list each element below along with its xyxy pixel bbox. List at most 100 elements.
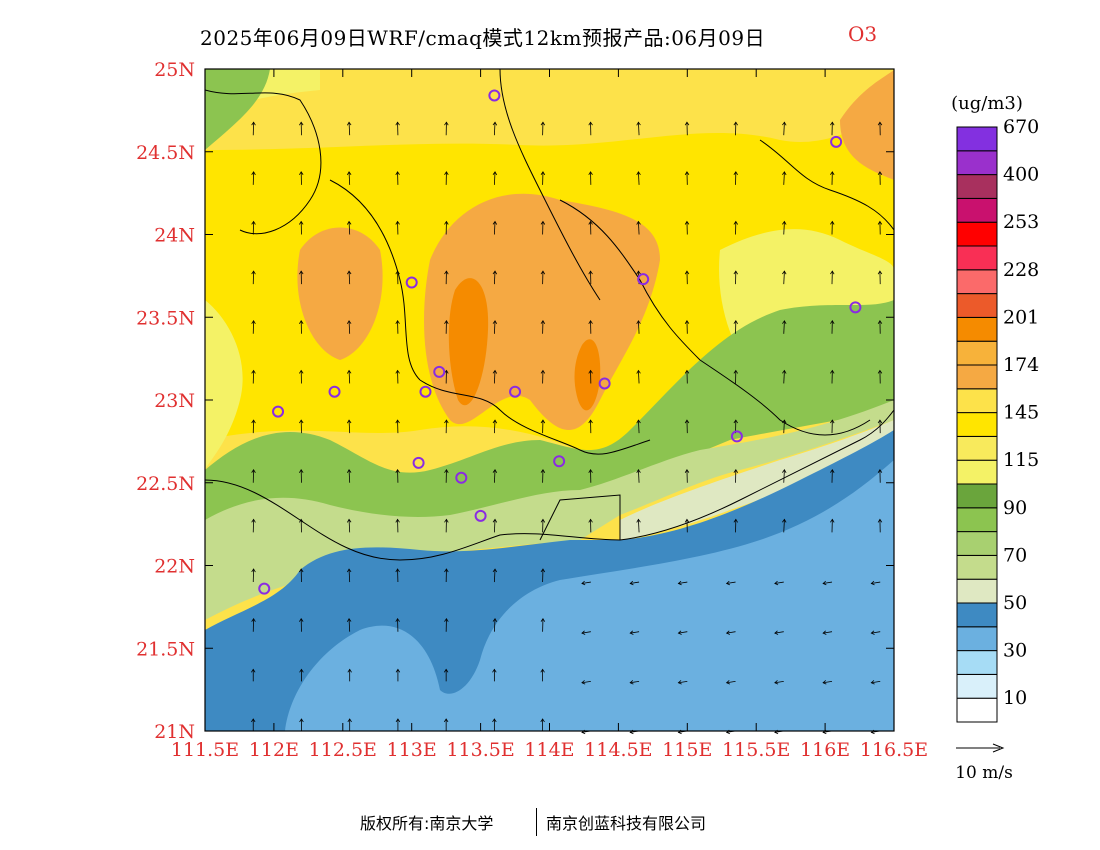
wind-arrow-head <box>251 320 256 325</box>
wind-arrow-head <box>877 121 883 126</box>
colorbar-label: 670 <box>1003 116 1039 138</box>
station-marker <box>637 273 650 286</box>
wind-arrow-head <box>443 668 449 673</box>
wind-arrow-head <box>347 718 352 723</box>
wind-arrow-head <box>492 518 498 523</box>
wind-arrow-head <box>877 220 883 225</box>
wind-arrow-head <box>684 320 690 325</box>
wind-arrow-head <box>251 270 256 275</box>
wind-scale-label: 10 m/s <box>955 763 1013 783</box>
colorbar-segment <box>956 673 998 699</box>
wind-arrow-head <box>588 369 593 374</box>
wind-arrow <box>726 680 736 684</box>
colorbar-segment <box>956 412 998 437</box>
x-tick-label: 113E <box>387 739 437 761</box>
colorbar-segment <box>956 435 998 461</box>
wind-arrow-head <box>733 220 738 225</box>
wind-arrow-head <box>251 171 256 176</box>
wind-arrow <box>581 631 591 634</box>
wind-arrow-head <box>830 369 835 374</box>
wind-arrow-head <box>395 469 400 473</box>
wind-arrow-head <box>395 369 400 374</box>
wind-arrow <box>783 320 785 334</box>
wind-arrow <box>493 171 496 185</box>
footer-divider <box>536 808 537 836</box>
wind-arrow <box>638 519 640 533</box>
wind-arrow-head <box>444 171 449 176</box>
wind-arrow-head <box>822 580 827 586</box>
colorbar-segment <box>956 150 998 176</box>
wind-arrow-head <box>684 121 690 126</box>
wind-arrow-head <box>299 617 304 622</box>
wind-arrow-head <box>684 220 690 225</box>
wind-arrow <box>630 581 640 584</box>
colorbar-segment <box>956 388 998 414</box>
wind-arrow <box>678 680 688 684</box>
wind-arrow <box>581 730 591 733</box>
wind-arrow <box>493 469 496 483</box>
wind-arrow-head <box>684 469 690 473</box>
wind-arrow <box>783 469 785 483</box>
colorbar-segment <box>956 483 998 509</box>
wind-arrow-head <box>870 680 875 685</box>
wind-arrow-head <box>395 568 400 573</box>
concentration-field <box>205 69 894 731</box>
wind-arrow <box>348 370 351 384</box>
x-tick-label: 116E <box>800 739 850 761</box>
wind-arrow <box>774 631 784 634</box>
wind-arrow-head <box>395 270 400 275</box>
wind-arrow-head <box>299 419 304 424</box>
wind-arrow-head <box>540 121 546 126</box>
wind-arrow-head <box>395 617 400 622</box>
wind-arrow-head <box>684 369 690 374</box>
wind-arrow-head <box>733 171 738 176</box>
wind-arrow-head <box>636 469 641 474</box>
colorbar-label: 10 <box>1003 687 1027 709</box>
wind-arrow-head <box>299 171 304 176</box>
wind-arrow-head <box>299 369 304 374</box>
wind-arrow-head <box>822 680 827 685</box>
colorbar-label: 228 <box>1003 259 1039 281</box>
station-marker <box>488 89 501 102</box>
x-tick-label: 114E <box>524 739 574 761</box>
wind-arrow <box>348 519 351 533</box>
wind-arrow-head <box>870 729 875 735</box>
wind-arrow-head <box>774 580 779 586</box>
wind-arrow-head <box>733 469 738 473</box>
wind-arrow-head <box>251 419 256 424</box>
wind-arrow-head <box>733 270 738 275</box>
colorbar-label: 145 <box>1003 402 1039 424</box>
wind-arrow-head <box>870 580 875 586</box>
wind-arrow-head <box>492 568 498 573</box>
wind-arrow-head <box>346 369 352 374</box>
wind-arrow-head <box>581 680 586 685</box>
y-tick-label: 24N <box>154 225 195 247</box>
wind-scale: 10 m/s <box>955 743 1013 783</box>
wind-arrow-head <box>299 320 304 325</box>
wind-arrow-head <box>830 121 835 126</box>
colorbar-segment <box>956 174 998 199</box>
wind-arrow-head <box>830 518 835 523</box>
wind-arrow <box>630 631 640 634</box>
wind-arrow <box>678 581 688 584</box>
x-tick-label: 114.5E <box>584 739 652 761</box>
colorbar-segment <box>956 269 998 295</box>
wind-arrow-head <box>830 270 835 275</box>
wind-arrow-head <box>251 568 256 573</box>
station-marker <box>258 582 271 595</box>
wind-arrow-head <box>677 580 682 586</box>
wind-arrow-head <box>444 568 449 573</box>
wind-arrow <box>348 171 351 185</box>
wind-arrow <box>638 469 640 483</box>
wind-arrow <box>493 420 496 434</box>
wind-arrow <box>348 122 351 136</box>
wind-arrow-head <box>677 680 682 685</box>
wind-arrow-head <box>299 121 304 126</box>
wind-arrow-head <box>684 518 690 523</box>
y-tick-label: 21.5N <box>136 638 195 660</box>
wind-arrow-head <box>877 320 883 325</box>
wind-arrow <box>871 581 881 584</box>
wind-arrow-head <box>684 171 690 176</box>
colorbar-segment <box>956 554 998 580</box>
